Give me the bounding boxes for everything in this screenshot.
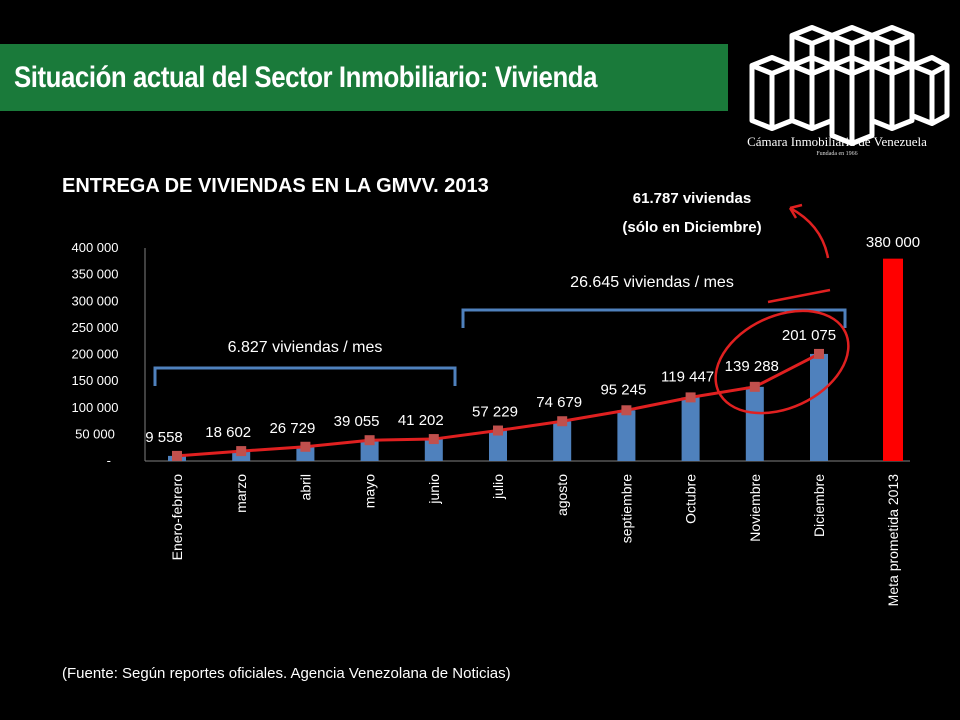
x-tick-label: Diciembre xyxy=(811,474,827,537)
bar xyxy=(745,386,764,461)
arrow-curve xyxy=(789,206,830,259)
data-label: 380 000 xyxy=(866,234,920,251)
highlight-mark xyxy=(767,288,831,304)
x-tick-label: Octubre xyxy=(683,474,699,524)
line-point xyxy=(364,435,375,446)
bar xyxy=(810,353,828,461)
data-label: 119 447 xyxy=(661,368,714,385)
y-tick-label: 250 000 xyxy=(72,320,119,335)
data-label: 74 679 xyxy=(536,394,582,411)
bar xyxy=(553,421,572,461)
december-note-line1: 61.787 viviendas xyxy=(633,190,751,207)
y-tick-label: 350 000 xyxy=(72,267,119,282)
bar xyxy=(883,258,903,461)
x-tick-label: mayo xyxy=(362,474,378,508)
bar xyxy=(681,397,700,461)
y-tick-label: 150 000 xyxy=(72,373,119,388)
bracket-right xyxy=(461,308,847,328)
x-tick-label: Enero-febrero xyxy=(169,474,185,561)
x-tick-label: julio xyxy=(490,474,506,500)
x-tick-label: Noviembre xyxy=(747,474,763,542)
bracket-left-label: 6.827 viviendas / mes xyxy=(228,339,383,356)
x-tick-label: marzo xyxy=(233,474,249,513)
line-point xyxy=(172,450,182,461)
x-tick-label: Meta prometida 2013 xyxy=(885,474,901,607)
y-tick-label: 400 000 xyxy=(72,240,119,255)
bar-chart: - 50 000 100 000 150 000 200 000 250 000 300 0… xyxy=(72,190,921,607)
bar xyxy=(617,410,636,461)
line-point xyxy=(814,348,824,359)
line-point xyxy=(685,392,696,403)
x-tick-label: septiembre xyxy=(618,474,634,543)
x-tick-label: junio xyxy=(426,474,442,505)
data-label: 57 229 xyxy=(472,404,518,421)
y-tick-label: 100 000 xyxy=(72,400,119,415)
data-label: 95 245 xyxy=(600,381,646,398)
logo-subtitle: Fundada en 1966 xyxy=(816,151,858,157)
logo-name: Cámara Inmobiliaria de Venezuela xyxy=(747,134,927,149)
data-label: 41 202 xyxy=(398,412,444,429)
december-note-line2: (sólo en Diciembre) xyxy=(622,219,761,236)
y-tick-label: 200 000 xyxy=(72,347,119,362)
bracket-left xyxy=(153,366,457,386)
data-label: 9 558 xyxy=(145,429,183,446)
data-label: 39 055 xyxy=(334,413,380,430)
y-tick-label: 300 000 xyxy=(72,293,119,308)
title-banner: Situación actual del Sector Inmobiliario… xyxy=(0,44,728,111)
logo-cubes-icon xyxy=(749,25,950,146)
highlight-circle xyxy=(714,309,850,415)
line-point xyxy=(428,434,439,445)
arrow-head-icon xyxy=(788,203,803,219)
data-label: 201 075 xyxy=(782,327,836,344)
y-tick-label: - xyxy=(107,453,111,468)
y-tick-label: 50 000 xyxy=(75,426,115,441)
slide-title: Situación actual del Sector Inmobiliario… xyxy=(14,60,598,94)
x-tick-label: agosto xyxy=(554,474,570,516)
data-label: 26 729 xyxy=(269,420,315,437)
bar xyxy=(360,440,379,461)
line-point xyxy=(621,405,632,416)
line-point xyxy=(749,381,760,392)
data-label: 139 288 xyxy=(725,358,779,375)
data-label: 18 602 xyxy=(205,424,251,441)
bracket-right-label: 26.645 viviendas / mes xyxy=(570,274,734,291)
line-point xyxy=(493,425,503,436)
line-point xyxy=(300,441,311,452)
source-note: (Fuente: Según reportes oficiales. Agenc… xyxy=(62,665,511,682)
bar xyxy=(424,439,443,461)
x-tick-label: abril xyxy=(297,474,313,500)
line-point xyxy=(557,416,568,427)
chart-title: ENTREGA DE VIVIENDAS EN LA GMVV. 2013 xyxy=(62,175,489,197)
line-point xyxy=(236,446,247,457)
bar xyxy=(489,430,507,461)
